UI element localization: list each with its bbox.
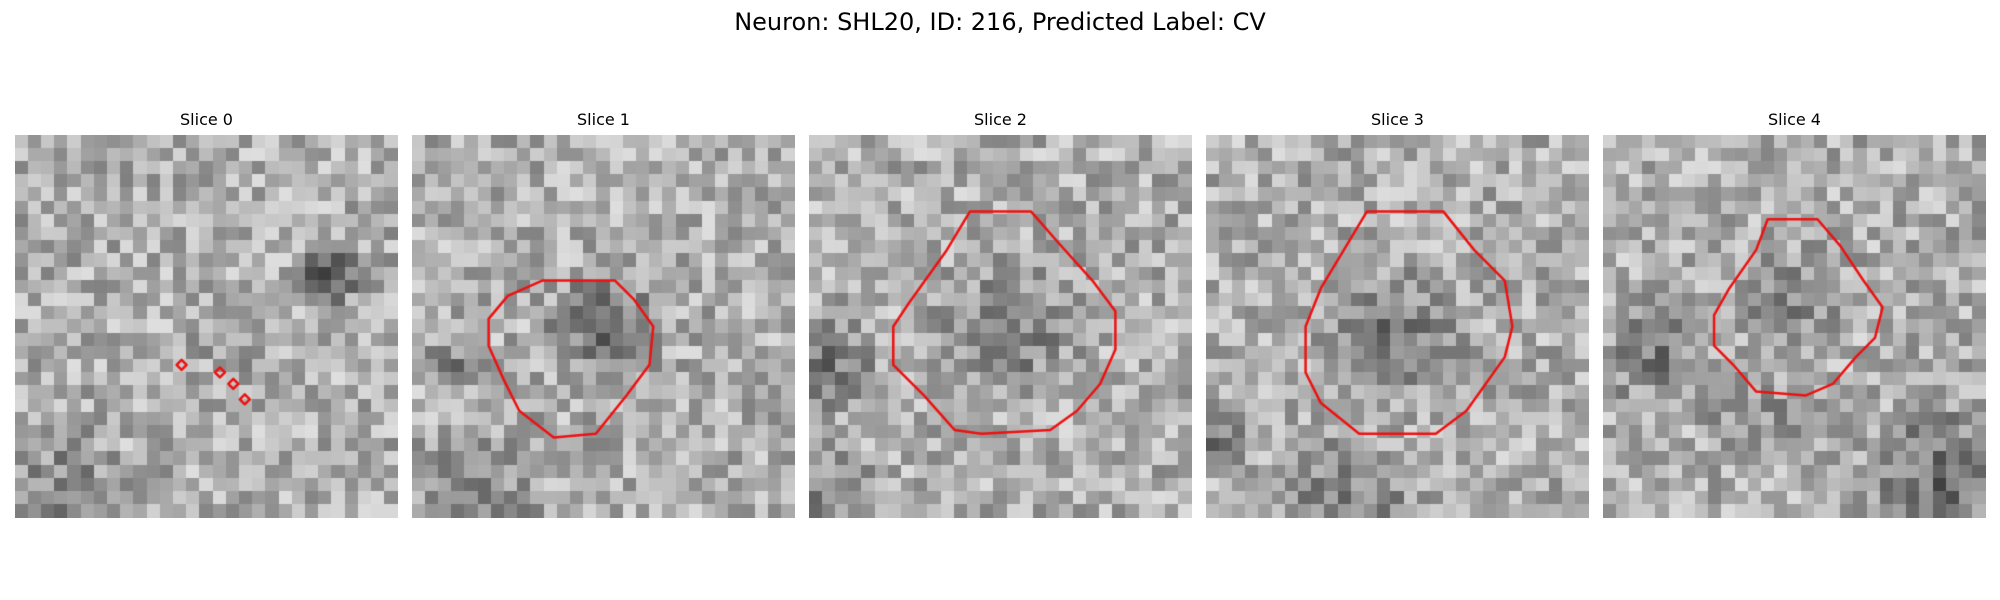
slice-panel-2: Slice 2 — [809, 108, 1192, 518]
slice-panel-4: Slice 4 — [1603, 108, 1986, 518]
slice-image-4 — [1603, 135, 1986, 518]
slice-title-1: Slice 1 — [577, 110, 630, 129]
slice-title-2: Slice 2 — [974, 110, 1027, 129]
slice-image-0 — [15, 135, 398, 518]
slice-image-2 — [809, 135, 1192, 518]
slice-title-4: Slice 4 — [1768, 110, 1821, 129]
slice-panel-3: Slice 3 — [1206, 108, 1589, 518]
slice-title-3: Slice 3 — [1371, 110, 1424, 129]
slice-panel-0: Slice 0 — [15, 108, 398, 518]
slice-title-0: Slice 0 — [180, 110, 233, 129]
figure-title: Neuron: SHL20, ID: 216, Predicted Label:… — [734, 8, 1266, 36]
slice-panel-1: Slice 1 — [412, 108, 795, 518]
slice-image-3 — [1206, 135, 1589, 518]
slice-image-1 — [412, 135, 795, 518]
